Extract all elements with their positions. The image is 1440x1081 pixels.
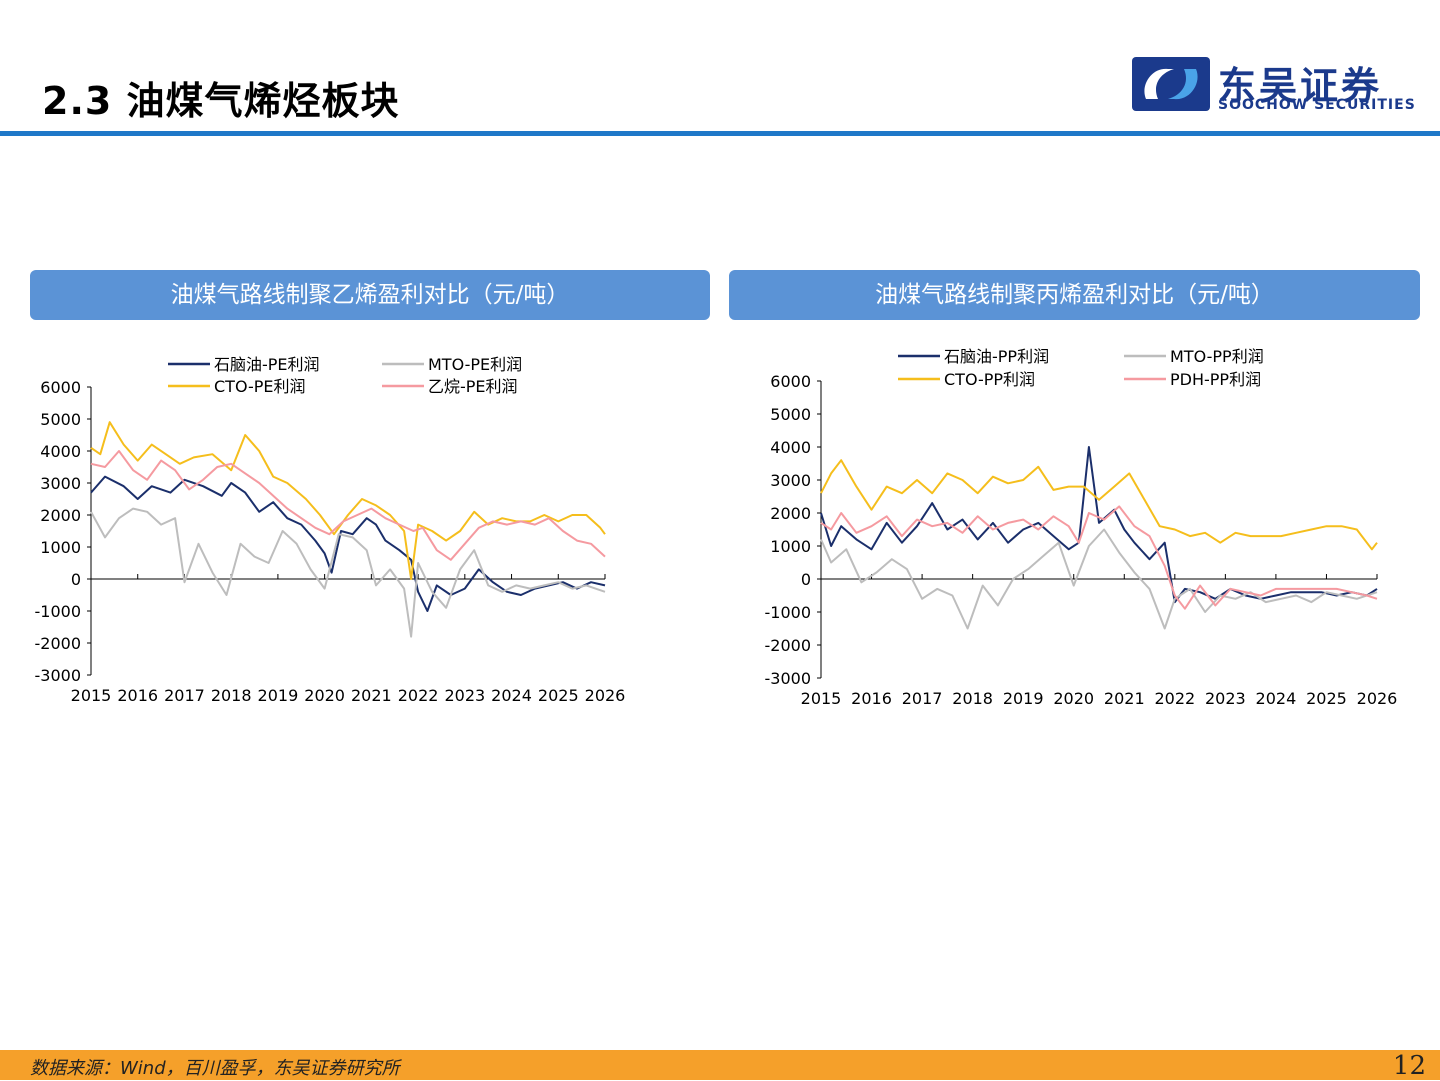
y-tick-label: -2000 [35,634,82,653]
y-tick-label: 0 [801,570,811,589]
y-tick-label: 2000 [40,506,81,525]
page-number: 12 [1392,1051,1426,1081]
series-line-3 [820,459,1378,551]
y-tick-label: -2000 [765,636,812,655]
pp-profit-chart: 6000 5000 4000 3000 2000 1000 0 -1000 -2000 -3000… [765,347,1398,708]
legend-label: CTO-PP利润 [944,370,1035,389]
y-tick-label: 3000 [40,474,81,493]
footer-bar: 数据来源：Wind，百川盈孚，东吴证券研究所 12 [0,1050,1440,1081]
x-tick-label: 2025 [1306,689,1347,708]
series-line-3 [90,421,606,580]
logo-mark-icon [1132,57,1210,111]
x-tick-label: 2021 [1104,689,1145,708]
y-tick-label: 6000 [40,378,81,397]
y-tick-label: 1000 [40,538,81,557]
legend-label: MTO-PE利润 [428,355,522,374]
x-tick-label: 2016 [117,686,158,705]
series-line-4 [820,505,1378,610]
y-tick-label: -1000 [35,602,82,621]
x-tick-label: 2023 [1205,689,1246,708]
series-line-4 [90,450,606,561]
chart-title-pp: 油煤气路线制聚丙烯盈利对比（元/吨） [729,270,1420,320]
x-tick-label: 2017 [164,686,205,705]
y-tick-label: -1000 [765,603,812,622]
series-line-1 [90,475,606,612]
y-tick-label: -3000 [765,669,812,688]
legend-label: 石脑油-PP利润 [944,347,1049,366]
x-tick-label: 2020 [304,686,345,705]
x-tick-label: 2024 [1256,689,1297,708]
chart-title-pe: 油煤气路线制聚乙烯盈利对比（元/吨） [30,270,710,320]
series-line-2 [90,507,606,638]
x-tick-label: 2020 [1053,689,1094,708]
x-tick-label: 2019 [258,686,299,705]
y-tick-label: 3000 [770,471,811,490]
y-tick-label: 5000 [40,410,81,429]
legend-label: MTO-PP利润 [1170,347,1264,366]
company-logo: 东吴证券 SOOCHOW SECURITIES [1130,55,1420,121]
logo-english-name: SOOCHOW SECURITIES [1218,97,1416,113]
x-tick-label: 2017 [902,689,943,708]
legend-label: 石脑油-PE利润 [214,355,320,374]
x-tick-label: 2024 [491,686,532,705]
legend-label: PDH-PP利润 [1170,370,1261,389]
x-tick-label: 2021 [351,686,392,705]
x-tick-label: 2026 [1357,689,1398,708]
legend-label: CTO-PE利润 [214,377,306,396]
x-tick-label: 2026 [585,686,626,705]
y-tick-label: 6000 [770,372,811,391]
x-tick-label: 2018 [952,689,993,708]
pe-profit-chart: 6000 5000 4000 3000 2000 1000 0 -1000 -2000 -3000… [35,355,626,705]
x-tick-label: 2025 [538,686,579,705]
y-tick-label: -3000 [35,666,82,685]
y-tick-label: 1000 [770,537,811,556]
y-tick-label: 5000 [770,405,811,424]
y-tick-label: 4000 [770,438,811,457]
y-tick-label: 2000 [770,504,811,523]
y-tick-label: 4000 [40,442,81,461]
x-tick-label: 2023 [444,686,485,705]
x-tick-label: 2019 [1003,689,1044,708]
data-source-note: 数据来源：Wind，百川盈孚，东吴证券研究所 [30,1058,400,1079]
series-line-2 [820,528,1378,630]
y-tick-label: 0 [71,570,81,589]
x-tick-label: 2018 [211,686,252,705]
x-tick-label: 2016 [851,689,892,708]
logo-chinese-name: 东吴证券 [1218,64,1383,108]
x-tick-label: 2022 [1154,689,1195,708]
x-tick-label: 2015 [801,689,842,708]
legend-label: 乙烷-PE利润 [428,377,518,396]
x-tick-label: 2022 [398,686,439,705]
x-tick-label: 2015 [71,686,112,705]
series-line-1 [820,446,1378,604]
header-divider [0,131,1440,136]
page-title: 2.3 油煤气烯烃板块 [42,79,400,123]
